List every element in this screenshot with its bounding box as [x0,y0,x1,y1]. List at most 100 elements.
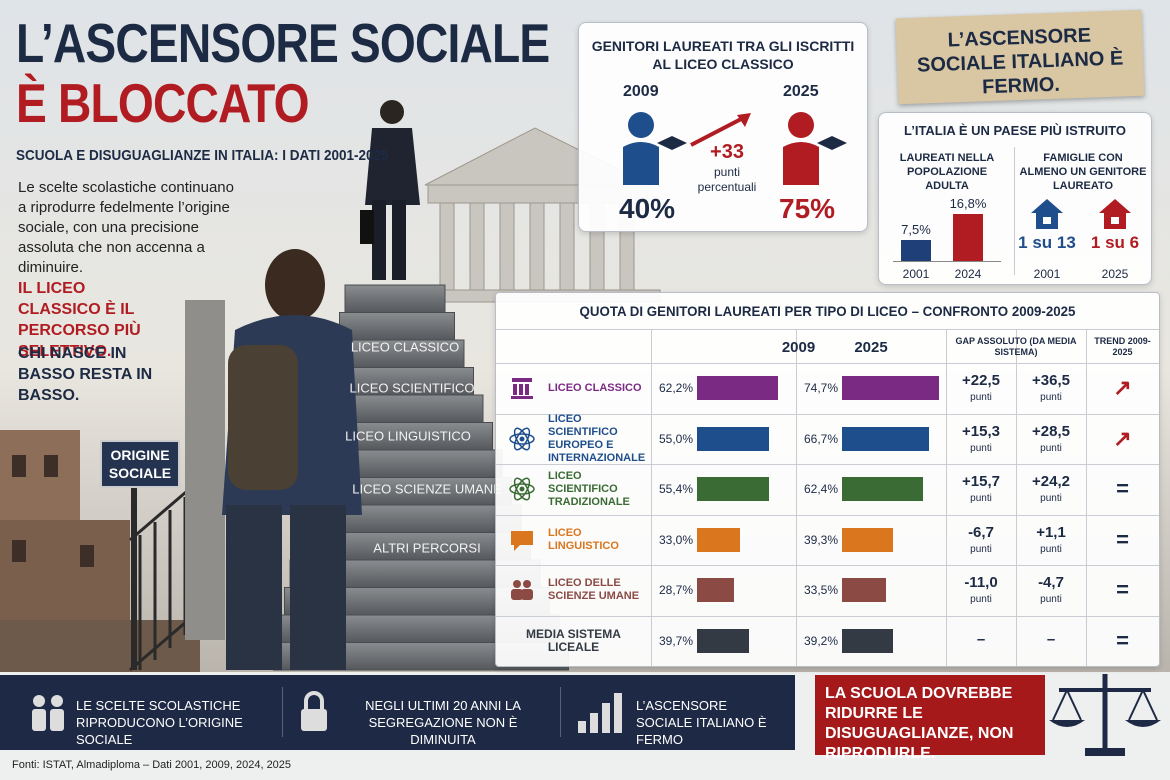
sign-post [131,470,137,670]
baseline [893,261,1001,262]
rule [496,514,1159,516]
bar-label: 7,5% [901,222,931,237]
bar [842,578,886,602]
lock-icon [301,691,327,731]
panel-title: GENITORI LAUREATI TRA GLI ISCRITTI AL LI… [591,38,855,72]
gap-unit: punti [970,543,992,555]
scales-icon [1049,674,1161,756]
icon [525,384,529,395]
value-label: 55,0% [658,431,693,446]
icon [519,486,525,492]
gap-unit: punti [1040,442,1062,454]
divider [560,687,561,737]
bar [697,426,769,451]
bar [842,477,924,501]
value-label: 28,7% [658,583,693,598]
value-label: 39,7% [658,633,693,648]
value-label: 39,3% [803,532,838,547]
to-value: 75% [779,193,836,224]
year-label: 2025 [1101,267,1129,281]
panel-title: L’ITALIA È UN PAESE PIÙ ISTRUITO [904,123,1126,138]
trend: = [1116,577,1129,603]
house-window [1111,217,1119,224]
step [344,284,446,313]
ratio: 1 su 13 [1018,233,1076,252]
from-year: 2009 [623,83,659,100]
person-icon [783,112,847,185]
gap-value: +24,2 [1032,473,1070,490]
bar [697,578,735,602]
icon [513,580,521,588]
value-label: 66,7% [803,431,838,446]
icon [513,477,531,501]
step-label: LICEO LINGUISTICO [345,428,471,443]
footer-item: LE SCELTE SCOLASTICHE RIPRODUCONO L’ORIG… [76,698,243,747]
step [333,339,465,368]
row-name: LICEO LINGUISTICO [548,526,619,552]
table-title: QUOTA DI GENITORI LAUREATI PER TIPO DI L… [579,303,1076,319]
change-unit: punti percentuali [697,165,757,194]
trend: = [1116,476,1129,502]
row-icon [511,580,533,600]
value-label: 55,4% [658,482,693,497]
house-icon [1031,199,1063,229]
gap-value: +36,5 [1032,372,1070,389]
value-label: 62,4% [803,482,838,497]
bar [842,527,894,552]
sub-title: FAMIGLIE CON ALMENO UN GENITORE LAUREATO [1019,152,1147,192]
icon [521,589,533,600]
gap-unit: punti [1040,493,1062,504]
house-roof [1099,199,1131,213]
rule [496,413,1159,415]
footer-item: NEGLI ULTIMI 20 ANNI LA SEGREGAZIONE NON… [365,698,521,747]
year-label: 2024 [954,267,982,281]
rule [796,329,797,666]
bar [953,213,983,261]
gap-value: -11,0 [964,574,998,591]
rule [1016,329,1017,666]
row-icon [509,477,535,501]
bars-icon [578,693,622,733]
rule [496,464,1159,465]
footer-bar: LE SCELTE SCOLASTICHE RIPRODUCONO L’ORIG… [0,675,795,750]
to-year: 2025 [783,83,819,100]
tagline: CHI NASCE IN BASSO RESTA IN BASSO. [18,345,153,404]
icon [509,483,535,495]
bar [697,376,778,400]
icon [519,436,525,441]
header-cell: GAP ASSOLUTO (DA MEDIA SISTEMA) [955,336,1077,357]
row-icon [511,378,533,399]
icon [513,427,531,450]
gap-value: -4,7 [1038,574,1064,591]
rule [496,615,1159,617]
rule [946,329,947,666]
bar [697,628,749,653]
gap-value: +15,3 [962,422,1000,440]
row-name: LICEO SCIENTIFICO EUROPEO E INTERNAZIONA… [548,412,646,464]
trend: ↗ [1113,375,1132,401]
gap-value: +15,7 [962,473,1000,490]
bar [697,527,740,552]
origin-sign: ORIGINE SOCIALE [100,440,180,488]
gap-value: – [976,630,986,648]
ruins [0,430,200,672]
gap-unit: punti [970,594,992,605]
trend: = [1116,627,1129,653]
icon [513,384,517,395]
bar [842,628,893,653]
rule [1086,329,1087,666]
gap-unit: punti [970,493,992,504]
note: L’ASCENSORE SOCIALE ITALIANO È FERMO. [895,9,1145,105]
change: +33 [710,141,744,163]
subtitle: SCUOLA E DISUGUAGLIANZE IN ITALIA: I DAT… [16,147,389,164]
row-icon [511,530,533,551]
icon [523,580,531,588]
value-label: 74,7% [803,381,838,396]
pillar [185,300,225,640]
icon [509,432,535,445]
ratio: 1 su 6 [1090,233,1140,252]
rule [496,565,1159,566]
gap-value: -6,7 [968,523,994,541]
step-label: ALTRI PERCORSI [373,540,480,555]
